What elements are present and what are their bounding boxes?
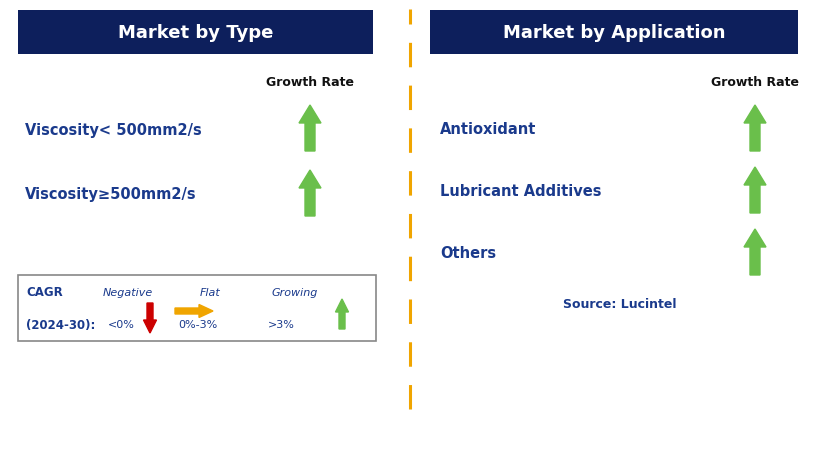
- FancyArrow shape: [299, 171, 321, 217]
- Text: Source: Lucintel: Source: Lucintel: [564, 298, 676, 311]
- FancyArrow shape: [744, 168, 766, 213]
- Text: >3%: >3%: [268, 319, 294, 329]
- FancyArrow shape: [744, 230, 766, 275]
- Text: Flat: Flat: [200, 287, 220, 297]
- Text: <0%: <0%: [108, 319, 135, 329]
- Text: Viscosity< 500mm2/s: Viscosity< 500mm2/s: [25, 122, 202, 137]
- Text: Market by Type: Market by Type: [118, 24, 273, 42]
- Text: Growth Rate: Growth Rate: [711, 75, 799, 88]
- Text: Growth Rate: Growth Rate: [266, 75, 354, 88]
- FancyArrow shape: [143, 303, 156, 333]
- Text: Negative: Negative: [103, 287, 153, 297]
- FancyBboxPatch shape: [18, 275, 376, 341]
- Text: 0%-3%: 0%-3%: [178, 319, 218, 329]
- FancyBboxPatch shape: [18, 11, 373, 55]
- Text: CAGR: CAGR: [26, 286, 63, 299]
- FancyArrow shape: [335, 299, 348, 329]
- FancyArrow shape: [299, 106, 321, 151]
- Text: Others: Others: [440, 246, 497, 261]
- Text: Lubricant Additives: Lubricant Additives: [440, 184, 601, 199]
- Text: Growing: Growing: [272, 287, 318, 297]
- FancyArrow shape: [175, 305, 213, 318]
- Text: Viscosity≥500mm2/s: Viscosity≥500mm2/s: [25, 187, 196, 202]
- Text: Antioxidant: Antioxidant: [440, 122, 537, 137]
- Text: Market by Application: Market by Application: [503, 24, 726, 42]
- Text: (2024-30):: (2024-30):: [26, 318, 96, 331]
- FancyArrow shape: [744, 106, 766, 151]
- FancyBboxPatch shape: [430, 11, 798, 55]
